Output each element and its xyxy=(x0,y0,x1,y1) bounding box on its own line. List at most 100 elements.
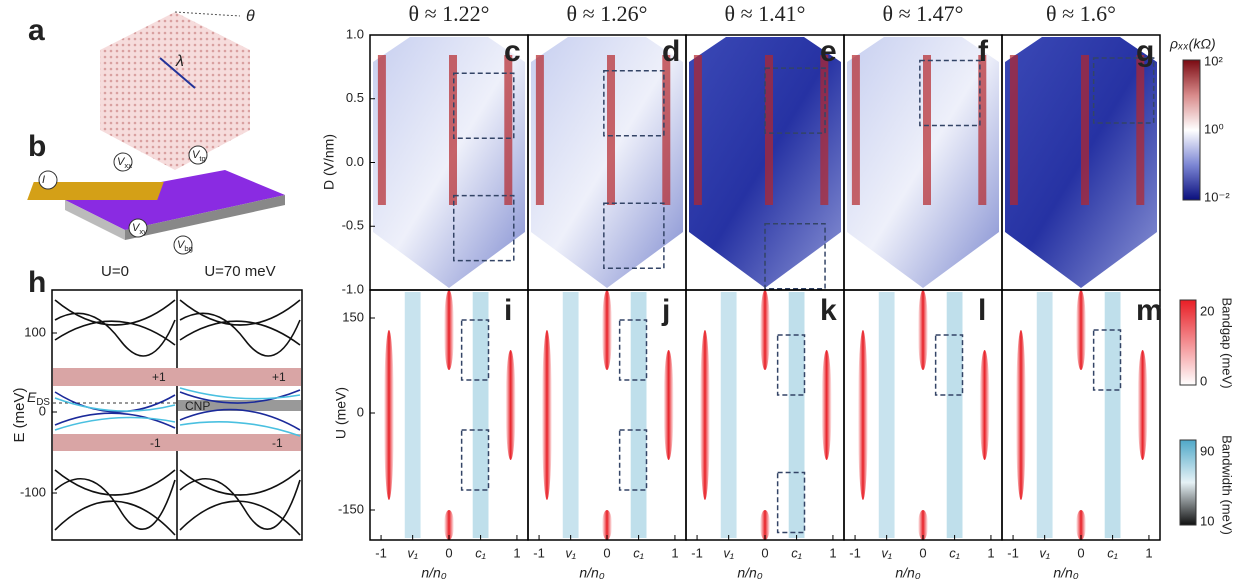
x-tick-label: v₁ xyxy=(723,545,734,560)
x-axis-label: n/n₀ xyxy=(1053,565,1078,581)
y-tick-label: 150 xyxy=(342,309,364,324)
gap-stripe xyxy=(760,510,770,540)
gap-colorbar xyxy=(1179,299,1197,386)
x-tick-label: 0 xyxy=(445,545,452,560)
x-tick-label: 0 xyxy=(603,545,610,560)
heatmap-stripe xyxy=(923,55,931,205)
gap-stripe xyxy=(1015,330,1026,500)
x-axis-label: n/n₀ xyxy=(895,565,920,581)
stripe-v1 xyxy=(562,292,579,538)
dashed-box xyxy=(919,59,981,127)
gap-stripe xyxy=(663,350,674,460)
device-label: Vxx xyxy=(117,156,132,170)
gap-stripe xyxy=(444,290,454,370)
theta-symbol: θ xyxy=(246,8,255,25)
gap-stripe xyxy=(857,330,868,500)
device-label: Vxy xyxy=(132,222,147,236)
panel-letter: d xyxy=(662,35,680,68)
gap-label: +1 xyxy=(152,370,166,384)
x-tick-label: -1 xyxy=(691,545,703,560)
dashed-box xyxy=(603,202,665,270)
x-tick-label: 0 xyxy=(1077,545,1084,560)
panel-letter: m xyxy=(1136,294,1163,327)
dashed-box xyxy=(764,222,826,290)
dashed-box xyxy=(460,429,490,491)
y-axis-label: E (meV) xyxy=(11,387,28,442)
contacts xyxy=(27,182,164,200)
x-tick-label: v₁ xyxy=(407,545,418,560)
stripe-v1 xyxy=(404,292,421,538)
gap-band xyxy=(53,368,301,386)
x-tick-label: -1 xyxy=(375,545,387,560)
panel-letter: j xyxy=(661,294,670,327)
x-tick-label: v₁ xyxy=(1039,545,1050,560)
rho-colorbar xyxy=(1182,59,1201,201)
gap-label: -1 xyxy=(150,436,161,450)
x-axis-label: n/n₀ xyxy=(421,565,446,581)
heatmap-stripe xyxy=(662,55,671,205)
stripe-v1 xyxy=(878,292,895,538)
y-axis-label: U (meV) xyxy=(333,387,349,439)
colorbar-tick: 0 xyxy=(1200,373,1207,388)
stripe-c1 xyxy=(630,292,647,538)
x-tick-label: 1 xyxy=(829,545,836,560)
dashed-box xyxy=(764,67,826,134)
x-tick-label: 1 xyxy=(1145,545,1152,560)
gap-stripe xyxy=(1137,350,1148,460)
theta-label: θ ≈ 1.41° xyxy=(725,1,806,26)
moire-lattice xyxy=(100,12,250,170)
colorbar-label: ρₓₓ(kΩ) xyxy=(1169,36,1216,52)
heatmap-stripe xyxy=(765,55,773,205)
x-axis-label: n/n₀ xyxy=(737,565,762,581)
gap-stripe xyxy=(760,290,770,370)
panel-letter: b xyxy=(28,130,46,163)
x-tick-label: -1 xyxy=(533,545,545,560)
device-label-main: V xyxy=(177,239,186,251)
colorbar-tick: 20 xyxy=(1200,303,1214,318)
gap-stripe xyxy=(383,330,394,500)
device-label-main: V xyxy=(192,149,201,161)
gap-stripe xyxy=(979,350,990,460)
y-tick-label: -150 xyxy=(338,501,364,516)
x-tick-label: 1 xyxy=(671,545,678,560)
y-axis-label: D (V/nm) xyxy=(321,134,337,190)
dashed-box xyxy=(934,334,964,396)
heatmap-stripe xyxy=(607,55,615,205)
terminal xyxy=(173,235,193,255)
gap-stripe xyxy=(918,290,928,370)
device-label: I xyxy=(42,174,45,186)
stripe-c1 xyxy=(1104,292,1121,538)
gap-stripe xyxy=(505,350,516,460)
panel-letter: k xyxy=(820,294,837,327)
theta-label: θ ≈ 1.47° xyxy=(883,1,964,26)
heatmap-stripe xyxy=(504,55,513,205)
y-tick-label: 0.0 xyxy=(346,154,364,169)
panel-letter: e xyxy=(820,35,837,68)
x-tick-label: c₁ xyxy=(1107,545,1118,560)
gap-stripe xyxy=(1076,290,1086,370)
device-label: Vbg xyxy=(177,239,193,253)
gap-stripe xyxy=(918,510,928,540)
dashed-box xyxy=(776,334,806,396)
y-tick-label: 0 xyxy=(357,404,364,419)
colorbar-tick: 10² xyxy=(1204,53,1223,68)
x-tick-label: c₁ xyxy=(791,545,802,560)
stripe-c1 xyxy=(472,292,489,538)
colorbar-label: Bandgap (meV) xyxy=(1220,297,1235,388)
heatmap-stripe xyxy=(693,55,702,205)
heatmap-stripe xyxy=(1136,55,1145,205)
dashed-box xyxy=(618,319,648,381)
gap-label: -1 xyxy=(272,436,283,450)
heatmap-stripe xyxy=(1009,55,1018,205)
theta-label: θ ≈ 1.26° xyxy=(567,1,648,26)
colorbar-tick: 90 xyxy=(1200,443,1214,458)
gap-stripe xyxy=(602,290,612,370)
y-tick-label: -0.5 xyxy=(342,218,364,233)
heatmap-stripe xyxy=(1081,55,1089,205)
device-label-sub: xy xyxy=(139,227,147,236)
y-tick-label: -1.0 xyxy=(342,281,364,296)
panel-letter: l xyxy=(978,294,986,327)
dashed-box xyxy=(776,471,806,534)
y-tick-label: 100 xyxy=(24,324,46,339)
